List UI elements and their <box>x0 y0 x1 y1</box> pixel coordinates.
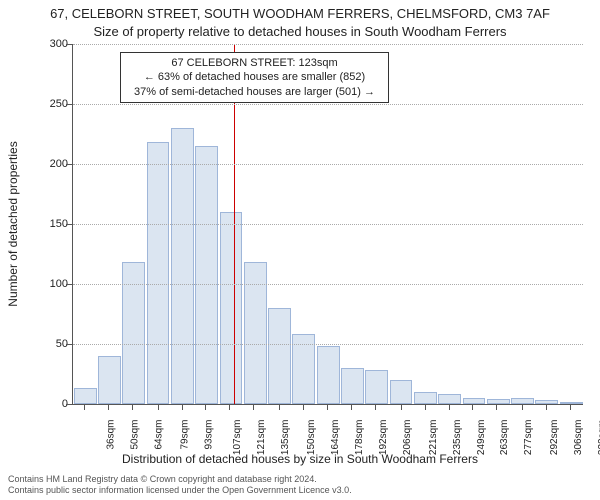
xtick-label: 150sqm <box>306 420 317 456</box>
histogram-bar <box>414 392 437 404</box>
xtick-label: 235sqm <box>452 420 463 456</box>
xtick-mark <box>496 404 497 410</box>
xtick-label: 178sqm <box>354 420 365 456</box>
xtick-mark <box>229 404 230 410</box>
ytick-label: 150 <box>44 218 68 230</box>
xtick-mark <box>472 404 473 410</box>
xtick-label: 221sqm <box>428 420 439 456</box>
histogram-bar <box>390 380 413 404</box>
histogram-bar <box>438 394 461 404</box>
histogram-bar <box>292 334 315 404</box>
histogram-bar <box>195 146 218 404</box>
callout-line-2: ← 63% of detached houses are smaller (85… <box>127 70 382 84</box>
xtick-mark <box>401 404 402 410</box>
xtick-mark <box>132 404 133 410</box>
xtick-label: 79sqm <box>179 420 190 450</box>
histogram-bar <box>98 356 121 404</box>
ytick-mark <box>66 164 72 165</box>
xtick-label: 164sqm <box>330 420 341 456</box>
attribution-line-1: Contains HM Land Registry data © Crown c… <box>8 474 352 485</box>
histogram-bar <box>268 308 291 404</box>
xtick-mark <box>570 404 571 410</box>
ytick-label: 50 <box>44 338 68 350</box>
ytick-mark <box>66 404 72 405</box>
histogram-bar <box>341 368 364 404</box>
histogram-bar <box>463 398 486 404</box>
ytick-label: 0 <box>44 398 68 410</box>
xtick-label: 135sqm <box>280 420 291 456</box>
histogram-bar <box>365 370 388 404</box>
xtick-label: 93sqm <box>203 420 214 450</box>
xtick-label: 64sqm <box>153 420 164 450</box>
ytick-label: 200 <box>44 158 68 170</box>
xtick-mark <box>351 404 352 410</box>
xtick-mark <box>279 404 280 410</box>
attribution: Contains HM Land Registry data © Crown c… <box>8 474 352 496</box>
title-line-1: 67, CELEBORN STREET, SOUTH WOODHAM FERRE… <box>0 6 600 21</box>
histogram-bar <box>122 262 145 404</box>
xtick-mark <box>158 404 159 410</box>
histogram-bar <box>317 346 340 404</box>
ytick-label: 300 <box>44 38 68 50</box>
xtick-mark <box>375 404 376 410</box>
histogram-bar <box>147 142 170 404</box>
ytick-mark <box>66 104 72 105</box>
xtick-label: 50sqm <box>129 420 140 450</box>
ytick-mark <box>66 224 72 225</box>
xtick-mark <box>205 404 206 410</box>
histogram-bar <box>74 388 97 404</box>
ytick-mark <box>66 344 72 345</box>
xtick-mark <box>108 404 109 410</box>
histogram-bar <box>171 128 194 404</box>
xtick-mark <box>449 404 450 410</box>
callout-box: 67 CELEBORN STREET: 123sqm ← 63% of deta… <box>120 52 389 103</box>
xtick-label: 36sqm <box>105 420 116 450</box>
ytick-label: 100 <box>44 278 68 290</box>
xtick-mark <box>327 404 328 410</box>
ytick-mark <box>66 44 72 45</box>
xtick-mark <box>303 404 304 410</box>
histogram-bar <box>244 262 267 404</box>
xtick-label: 206sqm <box>402 420 413 456</box>
callout-line-3: 37% of semi-detached houses are larger (… <box>127 85 382 99</box>
attribution-line-2: Contains public sector information licen… <box>8 485 352 496</box>
y-axis-label: Number of detached properties <box>6 141 20 306</box>
xtick-mark <box>425 404 426 410</box>
xtick-mark <box>84 404 85 410</box>
title-line-2: Size of property relative to detached ho… <box>0 24 600 39</box>
xtick-mark <box>253 404 254 410</box>
histogram-bar <box>220 212 243 404</box>
xtick-label: 121sqm <box>257 420 268 456</box>
histogram-bar <box>560 402 583 404</box>
xtick-label: 263sqm <box>500 420 511 456</box>
xtick-label: 292sqm <box>549 420 560 456</box>
histogram-bar <box>487 399 510 404</box>
xtick-label: 192sqm <box>378 420 389 456</box>
ytick-mark <box>66 284 72 285</box>
xtick-mark <box>182 404 183 410</box>
xtick-label: 107sqm <box>233 420 244 456</box>
xtick-mark <box>546 404 547 410</box>
xtick-label: 306sqm <box>573 420 584 456</box>
ytick-label: 250 <box>44 98 68 110</box>
xtick-mark <box>522 404 523 410</box>
callout-line-1: 67 CELEBORN STREET: 123sqm <box>127 56 382 70</box>
xtick-label: 249sqm <box>476 420 487 456</box>
chart-container: 67, CELEBORN STREET, SOUTH WOODHAM FERRE… <box>0 0 600 500</box>
xtick-label: 277sqm <box>524 420 535 456</box>
